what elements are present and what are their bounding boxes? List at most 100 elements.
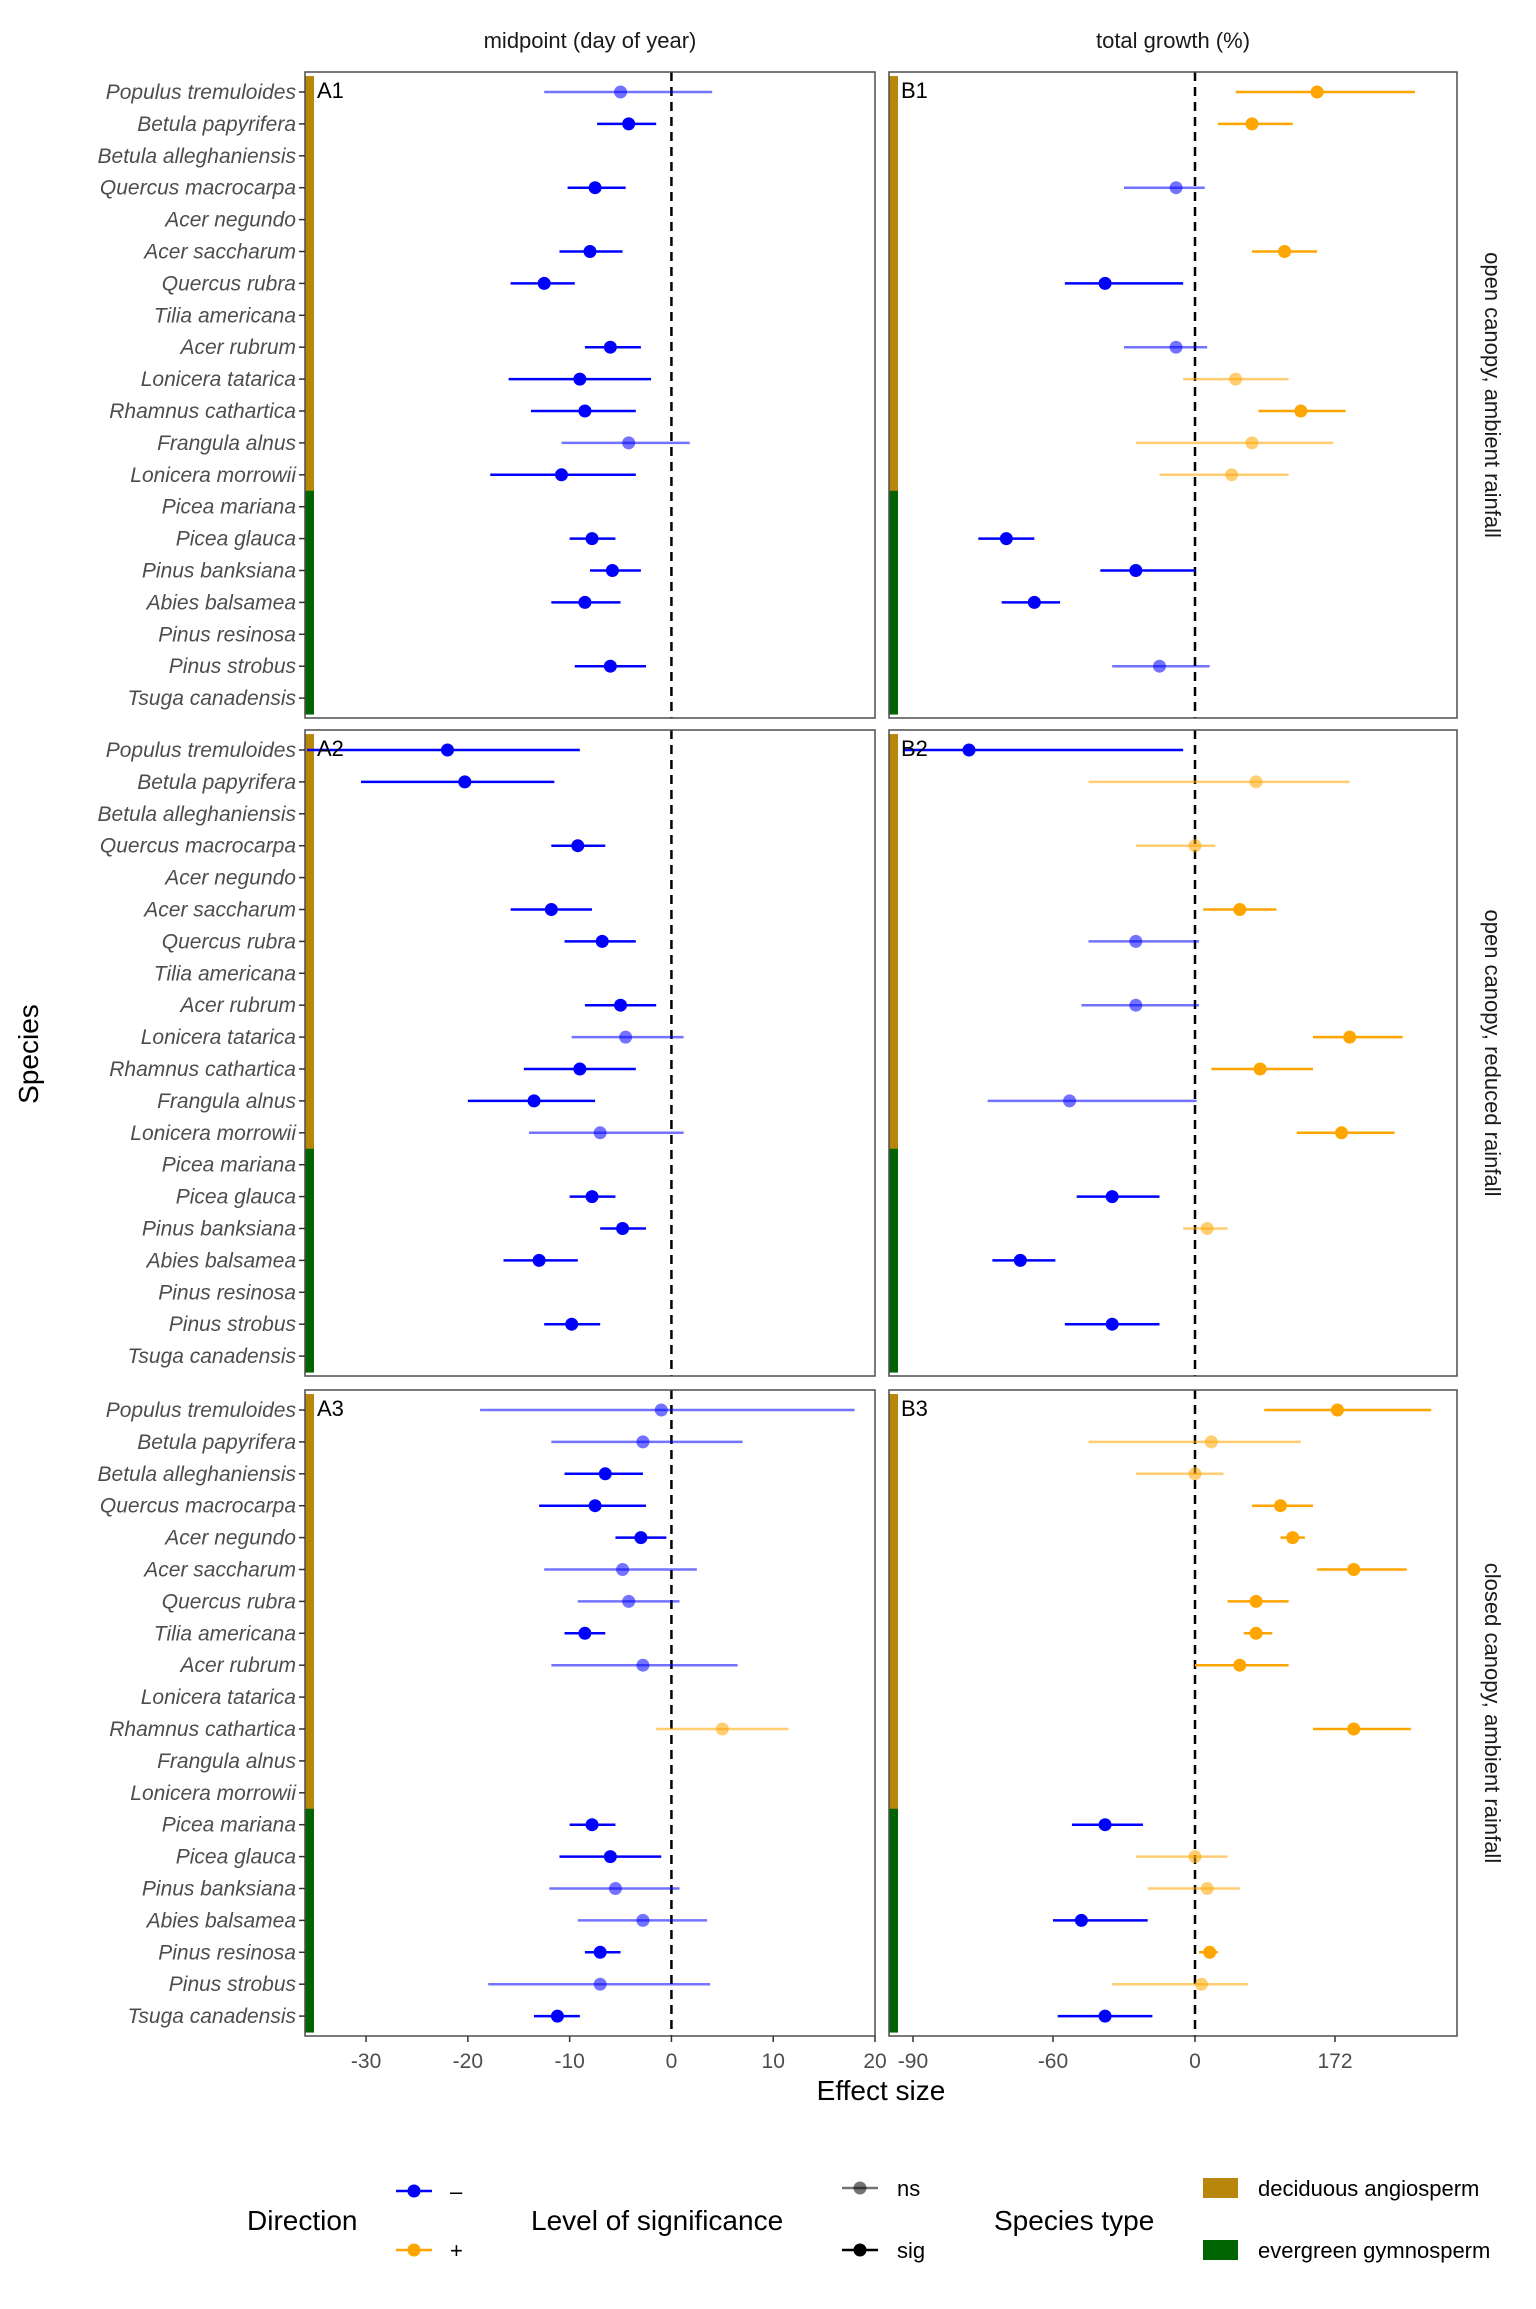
y-tick-label-2-pinus-resinosa: Pinus resinosa <box>158 1281 296 1304</box>
species-type-bar-A2-acer-saccharum <box>305 893 314 926</box>
point-A2-populus-tremuloides <box>441 743 454 757</box>
point-A2-pinus-strobus <box>565 1317 579 1331</box>
species-type-bar-A3-pinus-strobus <box>305 1968 314 2001</box>
point-A3-betula-papyrifera <box>636 1435 650 1449</box>
legend-species-type-title: Species type <box>994 2205 1154 2236</box>
species-type-bar-B3-acer-rubrum <box>889 1649 898 1682</box>
point-B2-acer-rubrum <box>1129 998 1143 1012</box>
y-tick-label-3-picea-glauca: Picea glauca <box>176 1846 296 1869</box>
y-tick-label-2-populus-tremuloides: Populus tremuloides <box>106 739 297 762</box>
point-A2-rhamnus-cathartica <box>573 1062 587 1076</box>
species-type-bar-B1-pinus-strobus <box>889 650 898 683</box>
point-B2-quercus-rubra <box>1129 934 1143 948</box>
y-tick-label-1-lonicera-morrowii: Lonicera morrowii <box>130 464 297 487</box>
species-type-bar-B1-tsuga-canadensis <box>889 682 898 715</box>
point-A2-lonicera-morrowii <box>593 1126 607 1140</box>
legend-significance-title: Level of significance <box>531 2205 783 2236</box>
legend-species-type-label-0: deciduous angiosperm <box>1258 2176 1479 2201</box>
point-B2-frangula-alnus <box>1063 1094 1077 1108</box>
y-tick-label-1-frangula-alnus: Frangula alnus <box>157 432 296 455</box>
y-tick-label-1-quercus-rubra: Quercus rubra <box>162 272 296 295</box>
y-tick-label-2-acer-negundo: Acer negundo <box>163 867 296 890</box>
point-B2-betula-papyrifera <box>1249 775 1263 789</box>
point-A2-abies-balsamea <box>532 1253 546 1267</box>
x-axis-title: Effect size <box>817 2075 946 2106</box>
point-B3-rhamnus-cathartica <box>1347 1722 1361 1736</box>
species-type-bar-A2-tilia-americana <box>305 957 314 990</box>
y-tick-label-1-tsuga-canadensis: Tsuga canadensis <box>127 687 296 710</box>
row-title-open-canopy-reduced-rainfall: open canopy, reduced rainfall <box>1480 909 1505 1196</box>
species-type-bar-B2-acer-rubrum <box>889 989 898 1022</box>
species-type-bar-B3-tsuga-canadensis <box>889 2000 898 2033</box>
point-B2-pinus-strobus <box>1105 1317 1119 1331</box>
y-tick-label-2-pinus-strobus: Pinus strobus <box>169 1313 297 1336</box>
species-type-bar-B1-betula-papyrifera <box>889 107 898 141</box>
point-B1-pinus-banksiana <box>1129 564 1143 577</box>
point-A1-pinus-banksiana <box>605 564 619 577</box>
point-A1-picea-glauca <box>585 532 599 546</box>
point-B1-betula-papyrifera <box>1245 117 1259 131</box>
legend-significance-dot-1 <box>853 2243 867 2257</box>
legend-direction-title: Direction <box>247 2205 357 2236</box>
column-title-midpoint-day-of-year: midpoint (day of year) <box>484 28 697 53</box>
species-type-bar-A3-betula-papyrifera <box>305 1425 314 1459</box>
species-type-bar-B2-betula-papyrifera <box>889 765 898 799</box>
point-A1-acer-rubrum <box>603 340 617 354</box>
y-tick-label-2-tilia-americana: Tilia americana <box>154 962 296 985</box>
y-tick-label-1-pinus-resinosa: Pinus resinosa <box>158 623 296 646</box>
point-B2-acer-saccharum <box>1233 903 1247 916</box>
species-type-bar-A2-pinus-strobus <box>305 1308 314 1341</box>
y-tick-label-1-rhamnus-cathartica: Rhamnus cathartica <box>109 400 296 423</box>
panel-label-A2: A2 <box>317 736 344 761</box>
species-type-bar-A2-acer-negundo <box>305 861 314 895</box>
species-type-bar-A1-picea-mariana <box>305 490 314 524</box>
y-tick-label-2-acer-saccharum: Acer saccharum <box>142 899 296 922</box>
point-B1-abies-balsamea <box>1027 595 1041 609</box>
species-type-bar-B1-rhamnus-cathartica <box>889 395 898 428</box>
species-type-bar-A3-acer-saccharum <box>305 1553 314 1586</box>
species-type-bar-A1-lonicera-tatarica <box>305 363 314 396</box>
point-A3-tilia-americana <box>578 1626 592 1640</box>
point-A3-tsuga-canadensis <box>550 2009 564 2023</box>
legend-significance-label-0: ns <box>897 2176 920 2201</box>
point-A2-quercus-macrocarpa <box>571 839 585 853</box>
y-tick-label-1-picea-mariana: Picea mariana <box>162 496 296 519</box>
y-tick-label-1-picea-glauca: Picea glauca <box>176 528 296 551</box>
point-B1-quercus-rubra <box>1098 276 1112 290</box>
point-A1-rhamnus-cathartica <box>578 404 592 418</box>
x-tick-label-2-60: -60 <box>1038 2050 1068 2073</box>
y-tick-label-1-pinus-strobus: Pinus strobus <box>169 655 297 678</box>
species-type-bar-B1-picea-glauca <box>889 522 898 556</box>
y-axis-title: Species <box>13 1004 44 1104</box>
y-tick-label-2-acer-rubrum: Acer rubrum <box>178 994 296 1017</box>
species-type-bar-A3-rhamnus-cathartica <box>305 1713 314 1746</box>
panel-border-B2 <box>888 729 1458 1377</box>
species-type-bar-A3-lonicera-tatarica <box>305 1681 314 1714</box>
point-A1-acer-saccharum <box>583 245 597 258</box>
point-B3-populus-tremuloides <box>1330 1403 1344 1417</box>
y-tick-label-3-lonicera-morrowii: Lonicera morrowii <box>130 1782 297 1805</box>
panel-border-A1 <box>304 71 876 719</box>
point-B2-quercus-macrocarpa <box>1188 839 1202 853</box>
y-tick-label-3-acer-negundo: Acer negundo <box>163 1527 296 1550</box>
y-tick-label-1-acer-saccharum: Acer saccharum <box>142 241 296 264</box>
species-type-bar-A1-betula-alleghaniensis <box>305 139 314 173</box>
point-B3-tilia-americana <box>1249 1626 1263 1640</box>
species-type-bar-A3-pinus-banksiana <box>305 1872 314 1905</box>
y-tick-label-1-lonicera-tatarica: Lonicera tatarica <box>141 368 296 391</box>
species-type-bar-B2-tsuga-canadensis <box>889 1340 898 1373</box>
y-tick-label-2-rhamnus-cathartica: Rhamnus cathartica <box>109 1058 296 1081</box>
y-tick-label-3-frangula-alnus: Frangula alnus <box>157 1750 296 1773</box>
species-type-bar-B2-quercus-macrocarpa <box>889 829 898 863</box>
species-type-bar-A2-frangula-alnus <box>305 1084 314 1118</box>
point-B3-acer-saccharum <box>1347 1563 1361 1576</box>
y-tick-label-3-tsuga-canadensis: Tsuga canadensis <box>127 2005 296 2028</box>
point-B3-quercus-rubra <box>1249 1594 1263 1608</box>
species-type-bar-A2-pinus-resinosa <box>305 1276 314 1309</box>
species-type-bar-A3-frangula-alnus <box>305 1744 314 1778</box>
species-type-bar-A1-betula-papyrifera <box>305 107 314 141</box>
species-type-bar-A1-quercus-macrocarpa <box>305 171 314 205</box>
point-A2-quercus-rubra <box>595 934 609 948</box>
species-type-bar-A3-picea-mariana <box>305 1808 314 1842</box>
